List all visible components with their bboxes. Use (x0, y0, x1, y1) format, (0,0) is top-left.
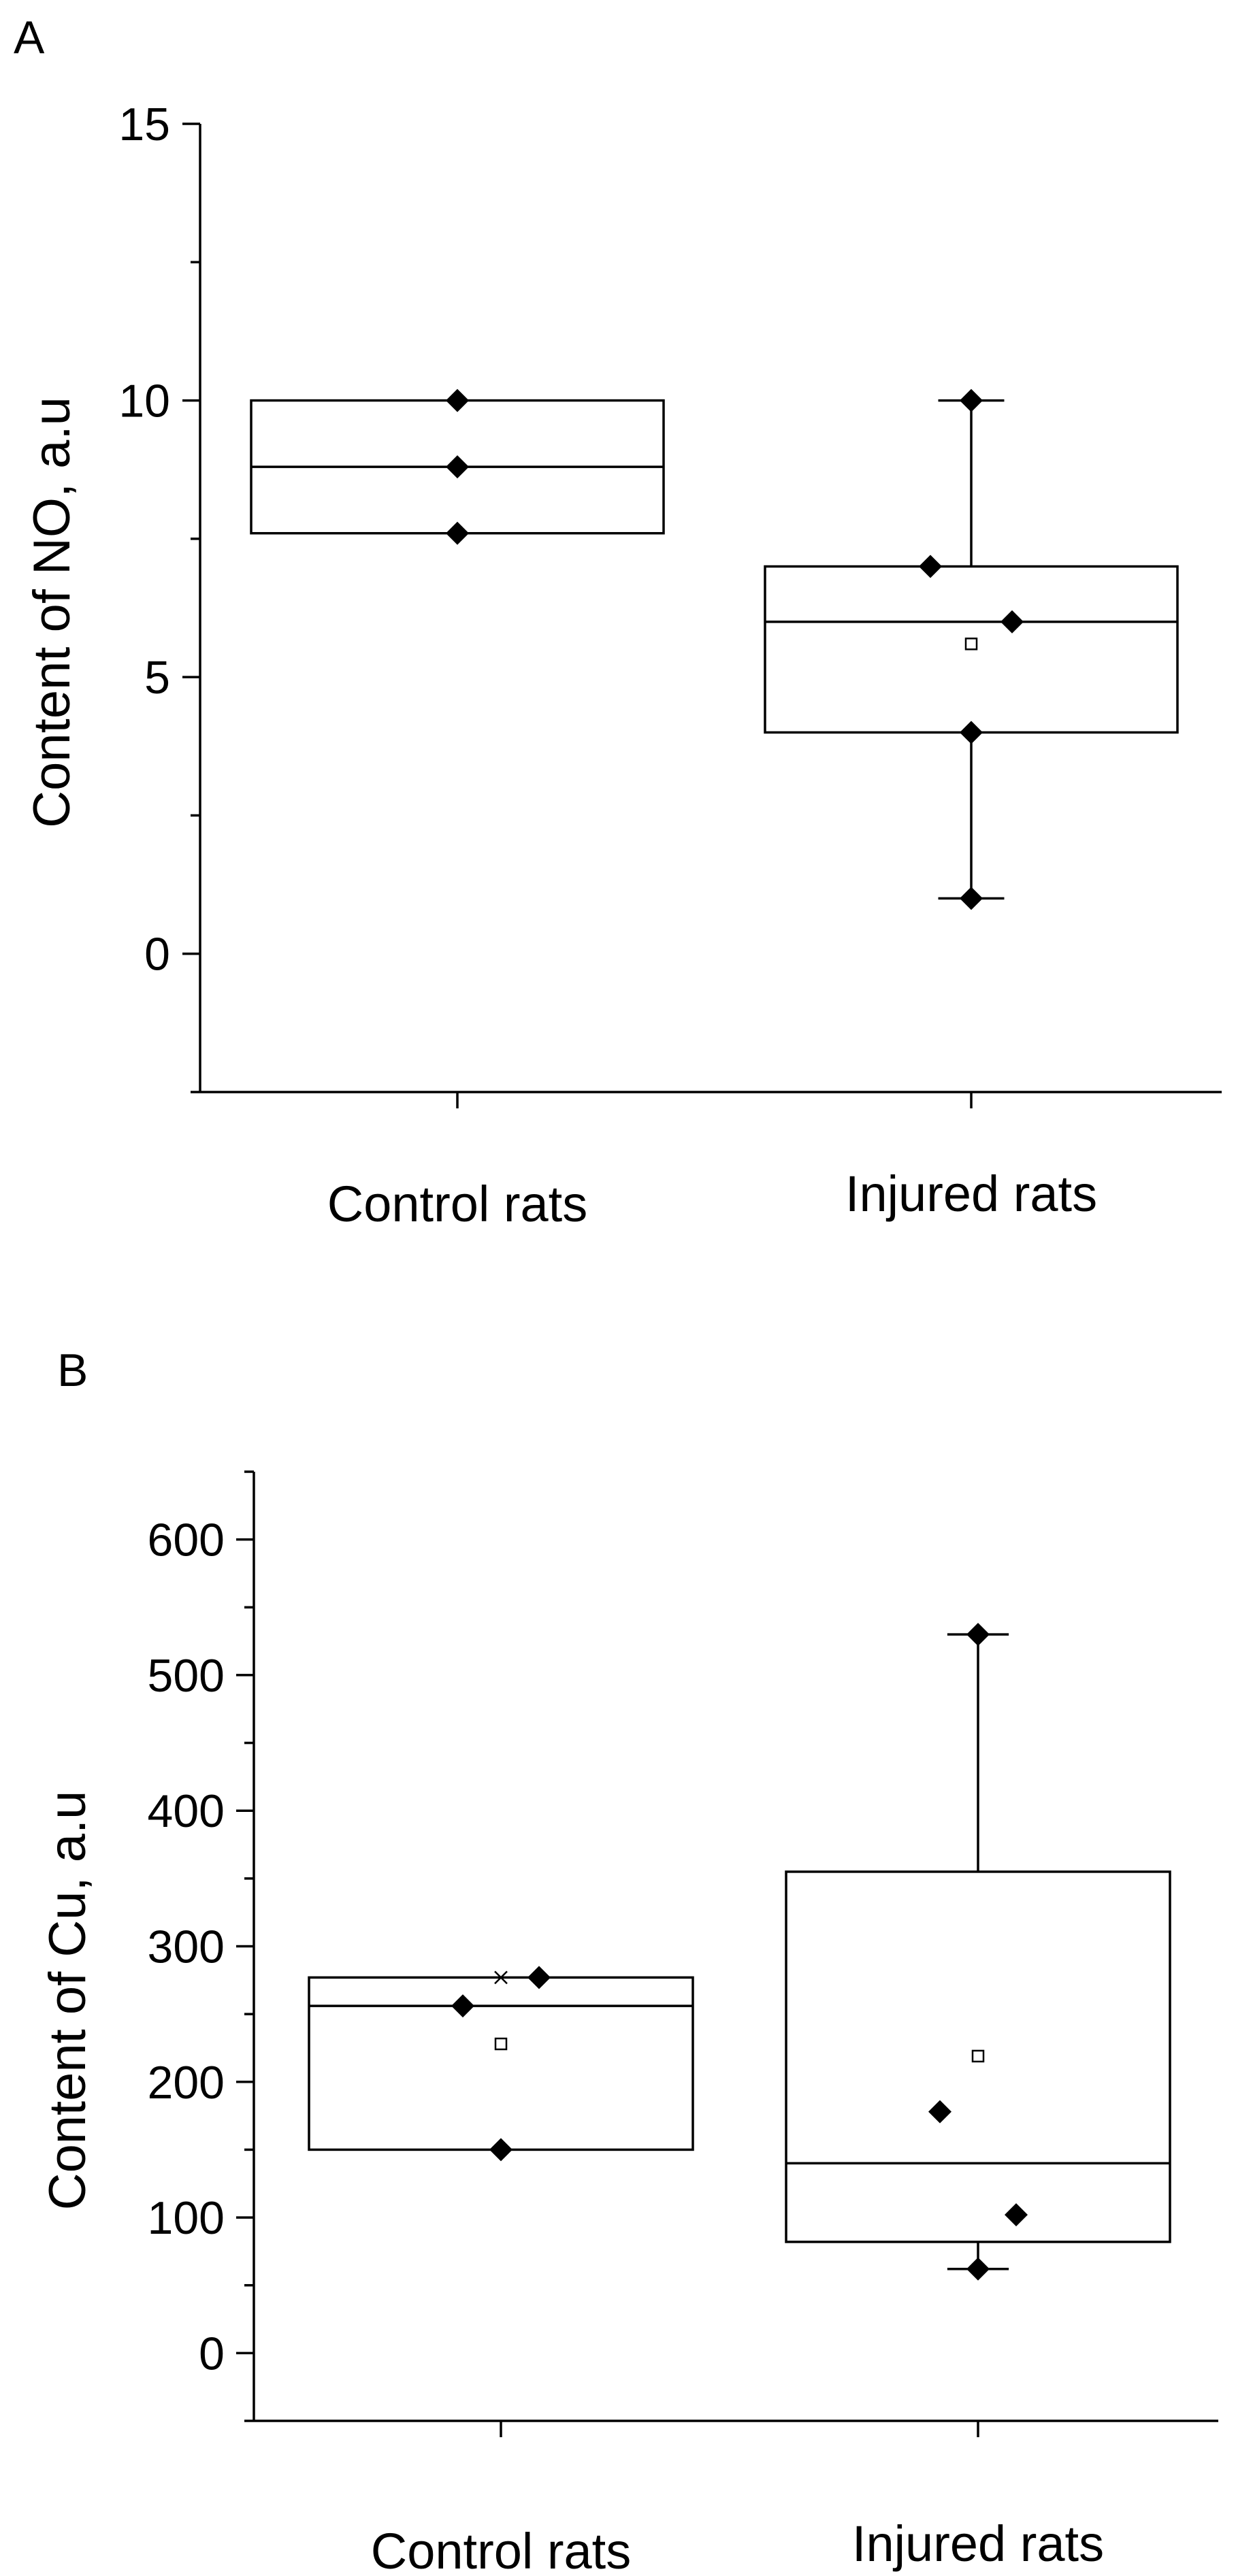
data-point (966, 1623, 990, 1647)
data-point (446, 455, 469, 479)
x-category-label: Injured rats (845, 1166, 1097, 1222)
data-point (451, 1994, 474, 2018)
mean-marker (964, 638, 978, 650)
y-tick-label: 5 (144, 652, 170, 704)
y-axis-title-a: Content of NO, a.u (23, 397, 81, 828)
data-point (919, 555, 942, 578)
y-tick-label: 10 (118, 376, 170, 427)
panel-label-a: A (14, 12, 45, 63)
data-point (960, 721, 983, 744)
y-tick-label: 100 (148, 2192, 225, 2244)
data-point (489, 2138, 512, 2162)
x-category-label: Injured rats (852, 2515, 1104, 2572)
mean-marker (971, 2049, 985, 2063)
data-point (960, 389, 983, 412)
data-point (527, 1966, 551, 1989)
data-point (960, 887, 983, 910)
y-tick-label: 300 (148, 1921, 225, 1973)
data-point (446, 521, 469, 545)
box-control-rats (308, 1966, 694, 2162)
y-tick-label: 0 (199, 2328, 225, 2379)
box-rect (785, 1870, 1171, 2243)
x-category-label: Control rats (371, 2523, 631, 2576)
data-point (446, 389, 469, 412)
y-axis-title-b: Content of Cu, a.u (39, 1791, 97, 2211)
y-tick-label: 200 (148, 2057, 225, 2109)
y-tick-label: 400 (148, 1785, 225, 1837)
data-point (1000, 610, 1024, 633)
x-category-label: Control rats (327, 1176, 587, 1232)
data-point (928, 2100, 951, 2124)
y-tick-label: 500 (148, 1650, 225, 1702)
y-tick-label: 0 (144, 929, 170, 980)
box-rect (308, 1976, 694, 2151)
box-injured-rats (785, 1623, 1171, 2281)
data-point (966, 2257, 990, 2281)
box-injured-rats (764, 389, 1179, 910)
y-tick-label: 600 (148, 1515, 225, 1566)
mean-marker (494, 2037, 508, 2051)
panel-b: B Content of Cu, a.u 0 100 200 300 400 500 600… (39, 1344, 1218, 2576)
data-point (1005, 2203, 1028, 2227)
max-marker (494, 1970, 508, 1985)
panel-a: A Content of NO, a.u 0 5 10 15 Control rats I… (14, 12, 1222, 1232)
y-tick-label: 15 (118, 99, 170, 150)
panel-label-b: B (57, 1344, 88, 1396)
box-control-rats (250, 389, 665, 545)
